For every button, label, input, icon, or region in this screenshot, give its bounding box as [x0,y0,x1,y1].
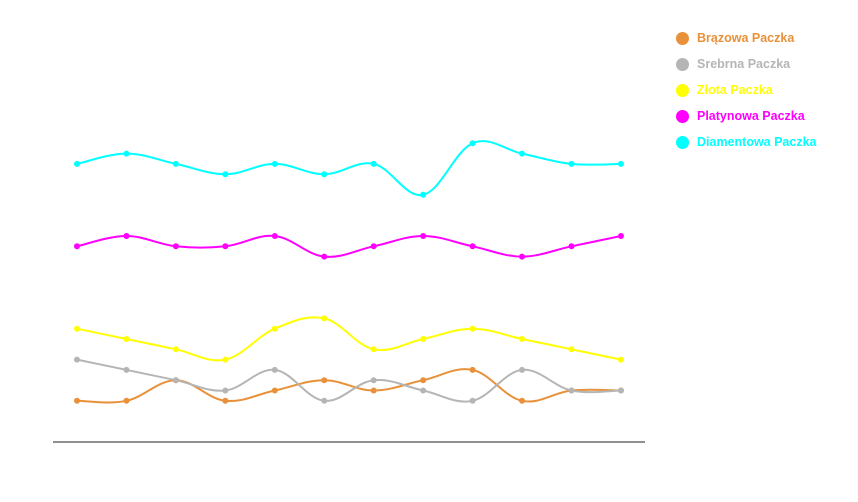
data-point[interactable] [123,336,130,342]
data-point[interactable] [271,160,278,167]
legend-item[interactable]: Srebrna Paczka [676,51,817,77]
data-point[interactable] [222,387,229,394]
data-point[interactable] [172,377,179,384]
data-point[interactable] [74,243,80,250]
data-point[interactable] [321,315,328,322]
data-point[interactable] [271,366,278,373]
data-point[interactable] [172,160,179,167]
legend: Brązowa Paczka Srebrna Paczka Złota Paczka… [676,25,817,155]
legend-item[interactable]: Brązowa Paczka [676,25,817,51]
data-point[interactable] [222,397,229,404]
legend-label: Diamentowa Paczka [697,135,817,149]
data-point[interactable] [519,366,526,373]
data-point[interactable] [420,377,427,384]
series-line [76,234,622,258]
legend-swatch [676,135,689,149]
data-point[interactable] [222,171,229,178]
data-point[interactable] [321,397,328,404]
data-point[interactable] [370,387,377,394]
data-point[interactable] [519,336,526,342]
series-4 [74,233,624,260]
data-point[interactable] [370,346,377,353]
data-point[interactable] [271,325,278,332]
legend-swatch [676,83,689,97]
data-point[interactable] [469,243,476,250]
data-point[interactable] [123,233,130,239]
series-2 [74,356,624,404]
data-point[interactable] [420,191,427,198]
data-point[interactable] [568,387,575,394]
data-point[interactable] [321,171,328,178]
data-point[interactable] [568,243,575,250]
data-point[interactable] [123,366,130,373]
legend-swatch [676,109,689,123]
data-point[interactable] [370,377,377,384]
data-point[interactable] [617,160,624,167]
data-point[interactable] [568,160,575,167]
data-point[interactable] [420,387,427,394]
series-layer [74,140,624,404]
series-1 [74,366,624,404]
data-point[interactable] [519,397,526,404]
series-line [76,358,621,403]
legend-label: Srebrna Paczka [697,57,791,71]
data-point[interactable] [172,346,179,353]
data-point[interactable] [519,150,526,157]
series-3 [74,315,624,363]
data-point[interactable] [74,160,80,167]
data-point[interactable] [321,377,328,384]
data-point[interactable] [568,346,575,353]
data-point[interactable] [469,397,476,404]
data-point[interactable] [617,356,624,363]
data-point[interactable] [172,243,179,250]
legend-item[interactable]: Platynowa Paczka [676,103,817,129]
data-point[interactable] [519,253,526,260]
data-point[interactable] [321,253,328,260]
data-point[interactable] [617,387,624,394]
legend-label: Platynowa Paczka [697,109,805,123]
data-point[interactable] [420,233,427,239]
data-point[interactable] [370,160,377,167]
legend-item[interactable]: Złota Paczka [676,77,817,103]
data-point[interactable] [271,233,278,239]
data-point[interactable] [123,397,130,404]
legend-item[interactable]: Diamentowa Paczka [676,129,817,155]
data-point[interactable] [222,243,229,250]
series-line [76,368,621,404]
data-point[interactable] [469,325,476,332]
legend-label: Złota Paczka [697,83,773,97]
data-point[interactable] [74,397,80,404]
series-line [76,316,622,362]
data-point[interactable] [222,356,229,363]
series-line [76,140,621,196]
series-5 [74,140,624,198]
data-point[interactable] [271,387,278,394]
data-point[interactable] [469,366,476,373]
data-point[interactable] [469,140,476,147]
data-point[interactable] [74,325,80,332]
data-point[interactable] [370,243,377,250]
data-point[interactable] [617,233,624,239]
data-point[interactable] [420,336,427,342]
legend-swatch [676,57,689,71]
data-point[interactable] [123,150,130,157]
legend-label: Brązowa Paczka [697,31,795,45]
data-point[interactable] [74,356,80,363]
legend-swatch [676,31,689,45]
